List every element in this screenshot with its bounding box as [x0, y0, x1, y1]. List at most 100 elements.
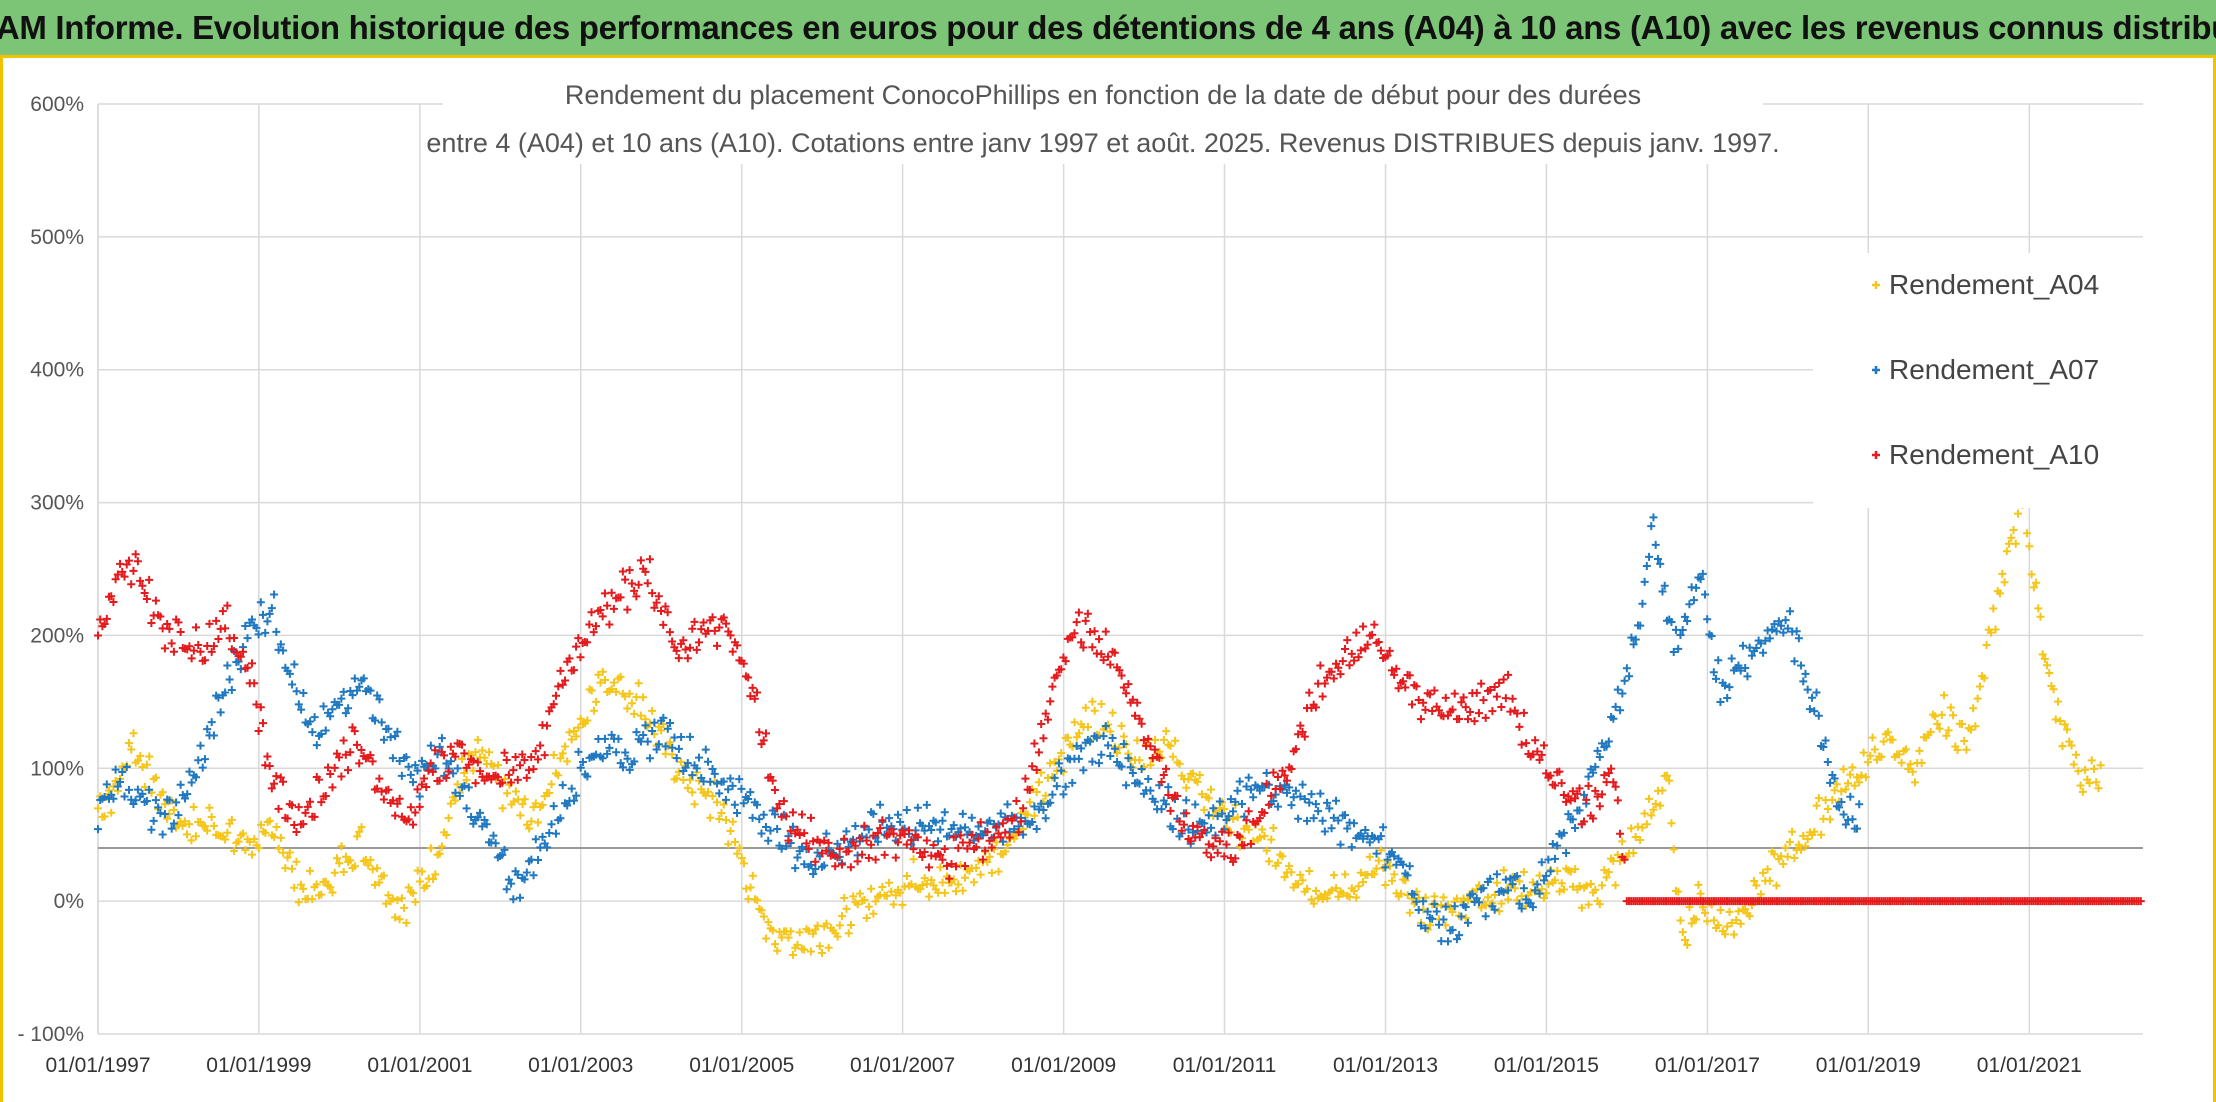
- data-point: [739, 659, 748, 668]
- data-point: [960, 873, 969, 882]
- data-point: [1332, 884, 1341, 893]
- data-point: [1182, 796, 1191, 805]
- data-point: [283, 814, 292, 823]
- y-tick-label: 400%: [30, 359, 84, 382]
- data-point: [661, 602, 670, 611]
- data-point: [1354, 653, 1363, 662]
- data-point: [1209, 842, 1218, 851]
- data-point: [1298, 727, 1307, 736]
- data-point: [1658, 786, 1667, 795]
- data-point: [1296, 870, 1305, 879]
- data-point: [840, 834, 849, 843]
- data-point: [1280, 781, 1289, 790]
- data-point: [1028, 818, 1037, 827]
- data-point: [1477, 679, 1486, 688]
- data-point: [339, 867, 348, 876]
- data-point: [713, 798, 722, 807]
- data-point: [513, 775, 522, 784]
- data-point: [851, 841, 860, 850]
- data-point: [800, 860, 809, 869]
- data-point: [1363, 640, 1372, 649]
- data-point: [1128, 695, 1137, 704]
- data-point: [1544, 880, 1553, 889]
- data-point: [893, 838, 902, 847]
- data-point: [833, 932, 842, 941]
- data-point: [900, 830, 909, 839]
- data-point: [1975, 682, 1984, 691]
- data-point: [1591, 786, 1600, 795]
- data-point: [737, 784, 746, 793]
- data-point: [1531, 886, 1540, 895]
- data-point: [1374, 856, 1383, 865]
- data-point: [1676, 631, 1685, 640]
- data-point: [1888, 735, 1897, 744]
- data-point: [690, 800, 699, 809]
- data-point: [956, 831, 965, 840]
- data-point: [802, 839, 811, 848]
- data-point: [1568, 882, 1577, 891]
- data-point: [1379, 823, 1388, 832]
- data-point: [719, 777, 728, 786]
- data-point: [806, 947, 815, 956]
- data-point: [149, 816, 158, 825]
- data-point: [967, 813, 976, 822]
- data-point: [1461, 913, 1470, 922]
- data-point: [205, 619, 214, 628]
- data-point: [1421, 705, 1430, 714]
- data-point: [862, 914, 871, 923]
- data-point: [1935, 724, 1944, 733]
- data-point: [185, 820, 194, 829]
- data-point: [1320, 827, 1329, 836]
- data-point: [708, 613, 717, 622]
- data-point: [1958, 720, 1967, 729]
- data-point: [1419, 897, 1428, 906]
- data-point: [265, 761, 274, 770]
- data-point: [1128, 768, 1137, 777]
- data-point: [1119, 740, 1128, 749]
- data-point: [306, 717, 315, 726]
- series-Rendement_A04: [94, 486, 2105, 960]
- data-point: [630, 586, 639, 595]
- data-point: [424, 766, 433, 775]
- data-point: [697, 625, 706, 634]
- data-point: [681, 763, 690, 772]
- data-point: [1725, 683, 1734, 692]
- data-point: [350, 674, 359, 683]
- data-point: [111, 765, 120, 774]
- data-point: [288, 680, 297, 689]
- data-point: [1519, 867, 1528, 876]
- data-point: [1307, 895, 1316, 904]
- x-tick-label: 01/01/2021: [1977, 1054, 2082, 1077]
- data-point: [129, 729, 138, 738]
- data-point: [473, 735, 482, 744]
- data-point: [1613, 796, 1622, 805]
- data-point: [936, 863, 945, 872]
- data-point: [180, 817, 189, 826]
- data-point: [1492, 692, 1501, 701]
- data-point: [2087, 756, 2096, 765]
- data-point: [476, 767, 485, 776]
- data-point: [207, 647, 216, 656]
- data-point: [2049, 685, 2058, 694]
- data-point: [504, 770, 513, 779]
- data-point: [1810, 827, 1819, 836]
- data-point: [753, 688, 762, 697]
- data-point: [940, 808, 949, 817]
- data-point: [1046, 798, 1055, 807]
- data-point: [1568, 787, 1577, 796]
- data-point: [384, 891, 393, 900]
- data-point: [1166, 741, 1175, 750]
- data-point: [589, 706, 598, 715]
- data-point: [1788, 827, 1797, 836]
- data-point: [1703, 615, 1712, 624]
- data-point: [755, 728, 764, 737]
- data-point: [1799, 677, 1808, 686]
- data-point: [1345, 661, 1354, 670]
- data-point: [263, 752, 272, 761]
- legend-marker: [1872, 451, 1880, 459]
- data-point: [225, 675, 234, 684]
- data-point: [1168, 825, 1177, 834]
- data-point: [1812, 688, 1821, 697]
- data-point: [1506, 707, 1515, 716]
- data-point: [726, 631, 735, 640]
